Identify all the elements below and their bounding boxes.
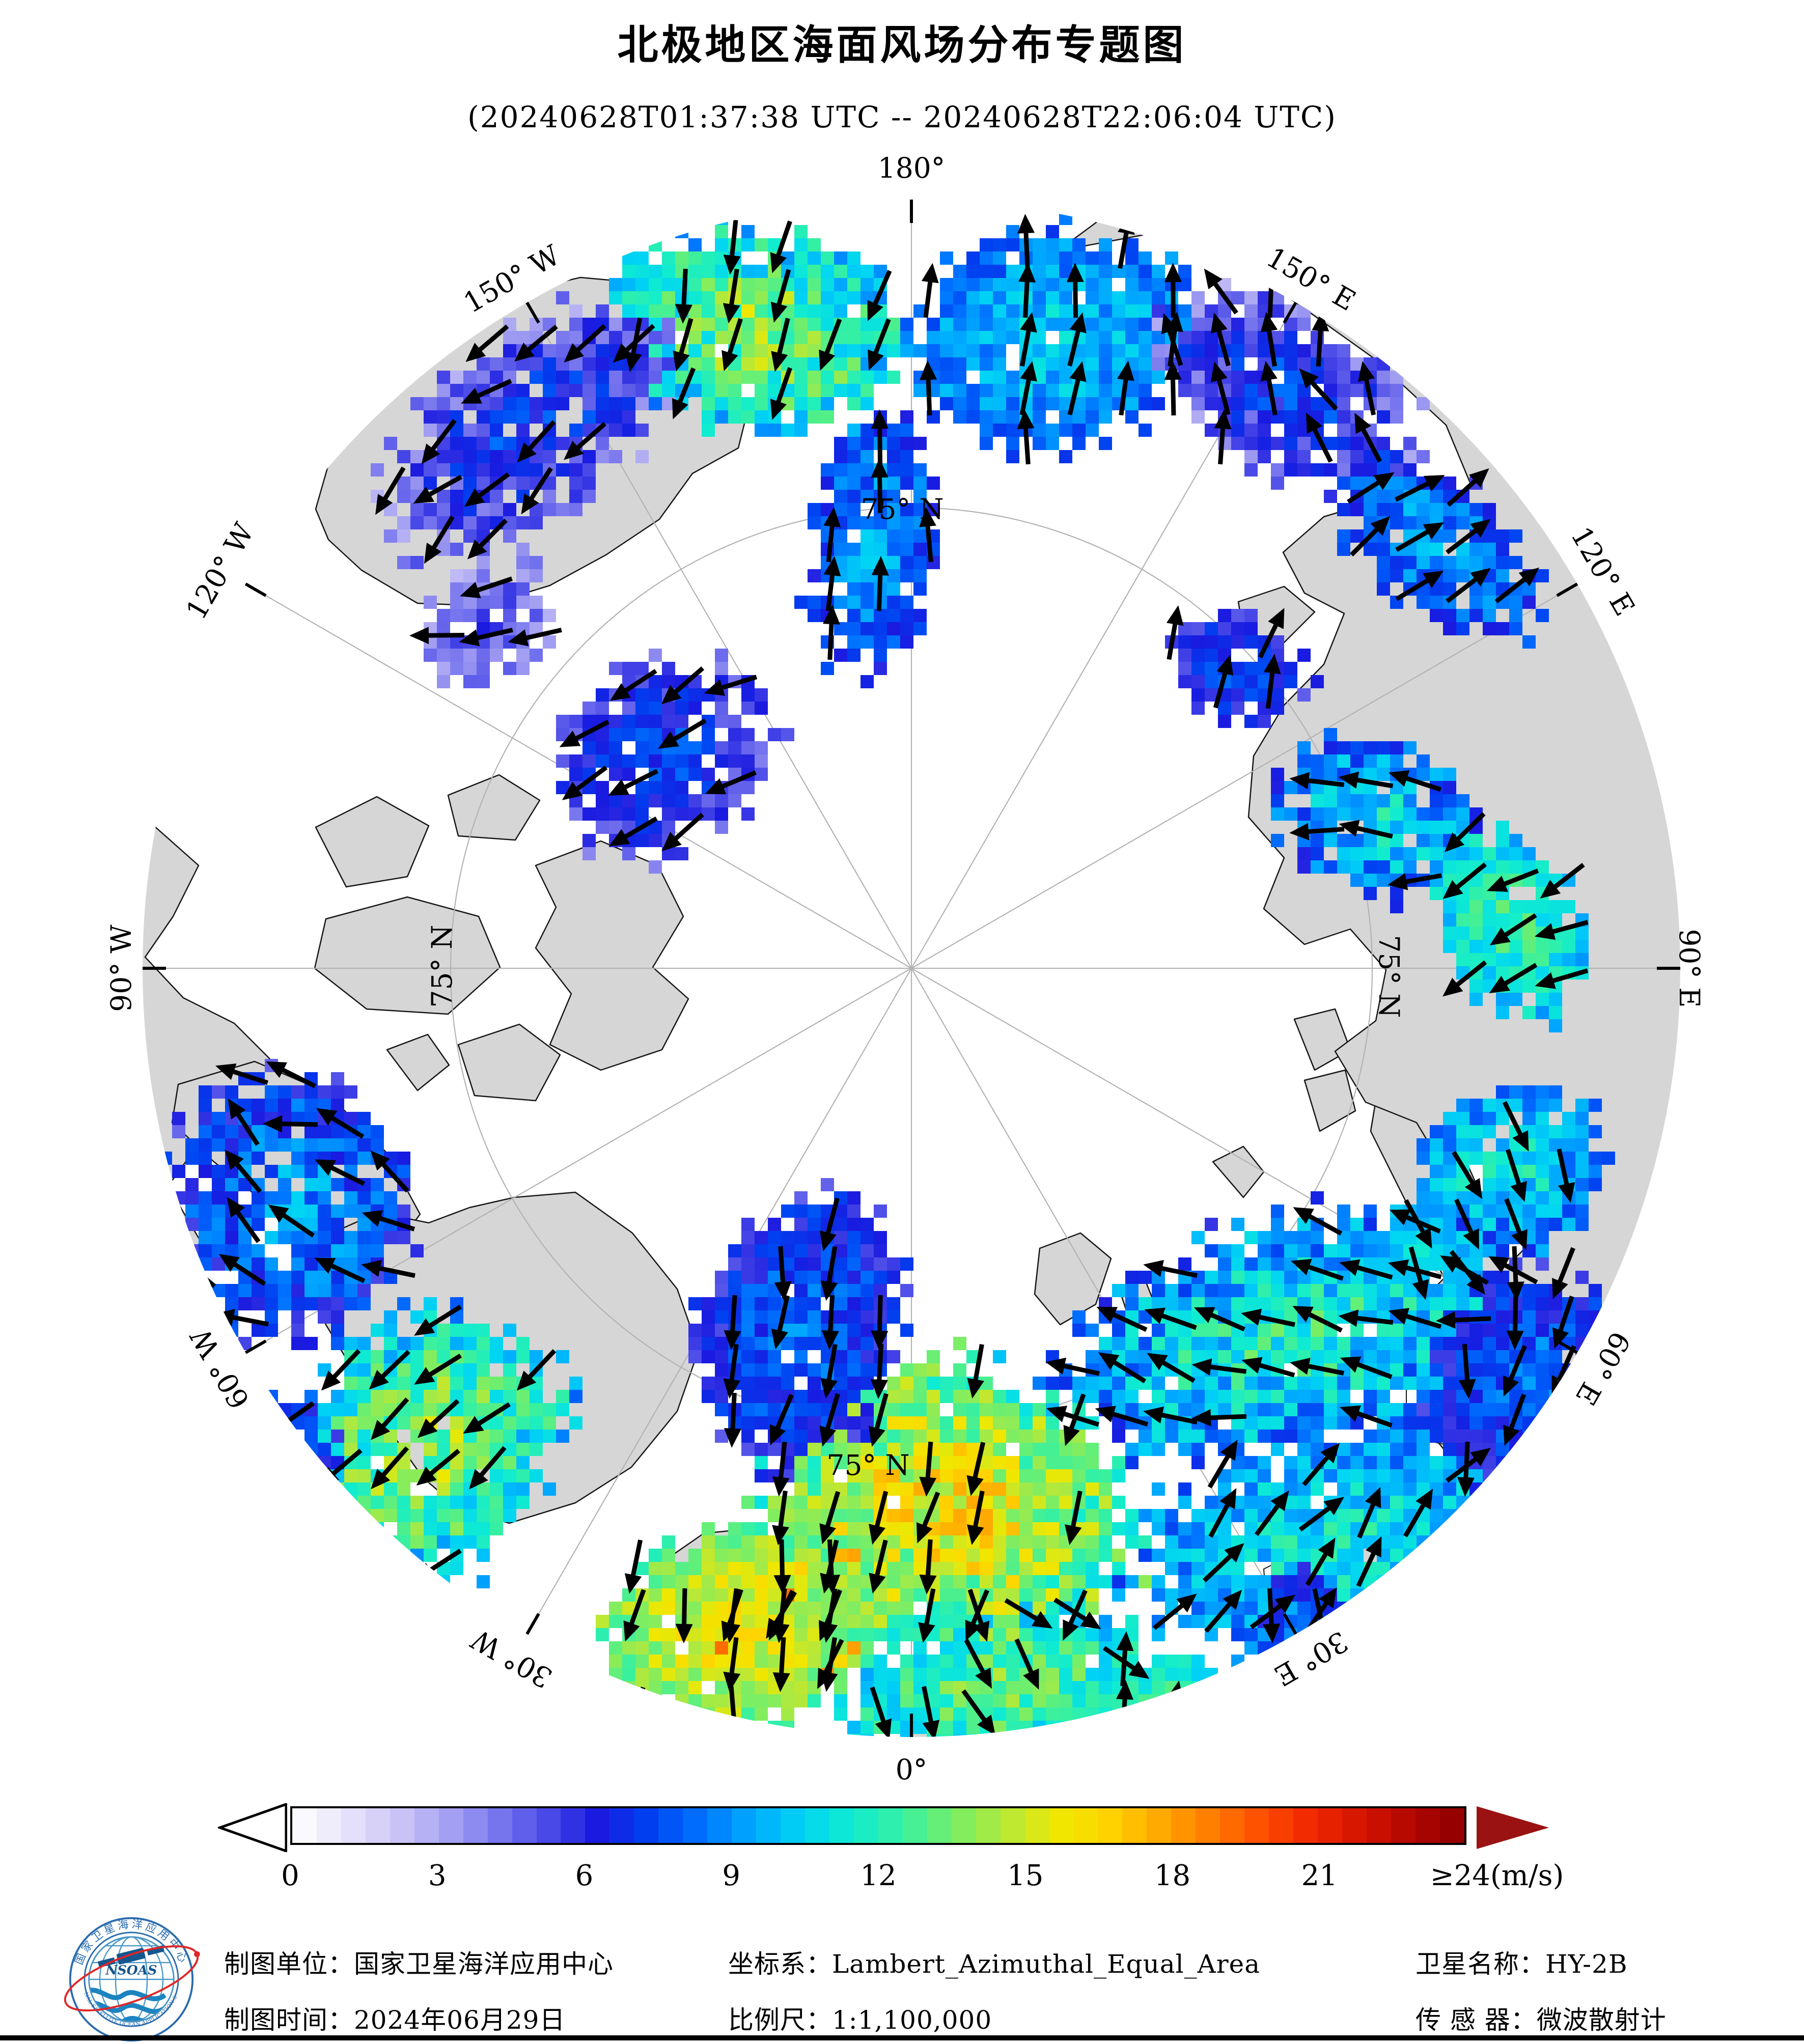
longitude-label: 90° W bbox=[105, 925, 137, 1012]
longitude-label: 0° bbox=[895, 1753, 928, 1786]
colorbar-cell bbox=[707, 1808, 732, 1843]
latitude-label: 75° N bbox=[861, 493, 944, 525]
colorbar bbox=[290, 1806, 1466, 1845]
colorbar-cell bbox=[976, 1808, 1001, 1843]
colorbar-cell bbox=[512, 1808, 537, 1843]
colorbar-cell bbox=[1366, 1808, 1391, 1843]
longitude-label: 180° bbox=[877, 152, 946, 184]
colorbar-max-label: ≥24(m/s) bbox=[1430, 1859, 1564, 1892]
colorbar-cell bbox=[1391, 1808, 1416, 1843]
time-range-subtitle: (20240628T01:37:38 UTC -- 20240628T22:06… bbox=[467, 100, 1337, 134]
colorbar-cell bbox=[829, 1808, 854, 1843]
colorbar-cell bbox=[438, 1808, 463, 1843]
footer-label: 比例尺： bbox=[728, 2005, 832, 2035]
colorbar-cell bbox=[756, 1808, 781, 1843]
colorbar-cell bbox=[561, 1808, 586, 1843]
colorbar-cell bbox=[1098, 1808, 1123, 1843]
colorbar-cell bbox=[463, 1808, 488, 1843]
colorbar-cell bbox=[902, 1808, 927, 1843]
colorbar-cell bbox=[609, 1808, 634, 1843]
colorbar-cell bbox=[951, 1808, 976, 1843]
footer-label: 坐标系： bbox=[728, 1949, 832, 1979]
colorbar-cell bbox=[316, 1808, 341, 1843]
footer-mapping-time: 制图时间：2024年06月29日 bbox=[224, 2000, 566, 2036]
colorbar-tick-label: 15 bbox=[1007, 1859, 1044, 1892]
colorbar-cell bbox=[1171, 1808, 1196, 1843]
colorbar-cell bbox=[805, 1808, 829, 1843]
colorbar-cell bbox=[1049, 1808, 1074, 1843]
colorbar-tick-label: 0 bbox=[281, 1859, 299, 1892]
colorbar-cell bbox=[1293, 1808, 1318, 1843]
logo-abbr: NSOAS bbox=[105, 1962, 157, 1977]
bottom-border-line bbox=[0, 2035, 1804, 2040]
footer-label: 制图单位： bbox=[224, 1949, 354, 1979]
colorbar-cell bbox=[365, 1808, 390, 1843]
colorbar-tick-label: 9 bbox=[722, 1859, 741, 1892]
colorbar-cell bbox=[536, 1808, 561, 1843]
colorbar-cell bbox=[1318, 1808, 1342, 1843]
footer-scale: 比例尺：1:1,100,000 bbox=[728, 2000, 992, 2036]
footer-label: 传 感 器： bbox=[1416, 2005, 1537, 2035]
latitude-label: 75° N bbox=[1373, 935, 1405, 1018]
colorbar-cell bbox=[1000, 1808, 1025, 1843]
nsoas-logo: 国家卫星海洋应用中心 NATIONAL SATELLITE OCEAN APPL… bbox=[55, 1911, 206, 2043]
logo-globe-grid bbox=[89, 1937, 174, 2022]
logo-orbit-dot bbox=[194, 1951, 200, 1957]
colorbar-cell bbox=[1122, 1808, 1147, 1843]
colorbar-cell bbox=[878, 1808, 903, 1843]
footer-label: 卫星名称： bbox=[1416, 1949, 1545, 1979]
colorbar-cell bbox=[1147, 1808, 1172, 1843]
longitude-label: 90° E bbox=[1673, 929, 1706, 1008]
latitude-label: 75° N bbox=[826, 1449, 910, 1481]
colorbar-cell bbox=[414, 1808, 439, 1843]
footer-value: 2024年06月29日 bbox=[354, 2005, 566, 2035]
colorbar-cell bbox=[292, 1808, 317, 1843]
footer-value: HY-2B bbox=[1545, 1949, 1628, 1979]
colorbar-cell bbox=[1244, 1808, 1269, 1843]
colorbar-cell bbox=[1342, 1808, 1367, 1843]
colorbar-cell bbox=[853, 1808, 878, 1843]
footer-satellite-name: 卫星名称：HY-2B bbox=[1416, 1944, 1628, 1980]
latitude-label: 75° N bbox=[426, 925, 458, 1008]
colorbar-cell bbox=[1220, 1808, 1245, 1843]
colorbar-cell bbox=[1196, 1808, 1220, 1843]
footer-mapping-unit: 制图单位：国家卫星海洋应用中心 bbox=[224, 1944, 614, 1980]
footer-value: 国家卫星海洋应用中心 bbox=[354, 1949, 614, 1979]
colorbar-cell bbox=[1415, 1808, 1440, 1843]
colorbar-tick-label: 6 bbox=[575, 1859, 594, 1892]
page-title: 北极地区海面风场分布专题图 bbox=[617, 21, 1187, 69]
footer-value: 微波散射计 bbox=[1536, 2005, 1667, 2035]
footer-label: 制图时间： bbox=[224, 2005, 354, 2035]
colorbar-cell bbox=[1024, 1808, 1049, 1843]
colorbar-cell bbox=[658, 1808, 683, 1843]
colorbar-tick-label: 12 bbox=[860, 1859, 897, 1892]
meridian-edge-ticks bbox=[143, 200, 1680, 1737]
colorbar-cell bbox=[341, 1808, 366, 1843]
colorbar-cell bbox=[1269, 1808, 1294, 1843]
colorbar-cell bbox=[1073, 1808, 1098, 1843]
colorbar-tick-label: 21 bbox=[1301, 1859, 1338, 1892]
footer-value: 1:1,100,000 bbox=[832, 2005, 992, 2035]
footer-value: Lambert_Azimuthal_Equal_Area bbox=[832, 1949, 1261, 1979]
colorbar-cell bbox=[683, 1808, 708, 1843]
colorbar-cell bbox=[927, 1808, 952, 1843]
colorbar-cell bbox=[585, 1808, 610, 1843]
colorbar-cell bbox=[634, 1808, 659, 1843]
colorbar-tick-label: 18 bbox=[1154, 1859, 1191, 1892]
colorbar-tick-label: 3 bbox=[428, 1859, 447, 1892]
colorbar-cell bbox=[732, 1808, 757, 1843]
colorbar-cell bbox=[781, 1808, 806, 1843]
colorbar-cell bbox=[487, 1808, 512, 1843]
colorbar-cell bbox=[390, 1808, 414, 1843]
footer-sensor: 传 感 器：微波散射计 bbox=[1416, 2000, 1667, 2036]
footer-coord-system: 坐标系：Lambert_Azimuthal_Equal_Area bbox=[728, 1944, 1260, 1980]
colorbar-cell bbox=[1439, 1808, 1464, 1843]
